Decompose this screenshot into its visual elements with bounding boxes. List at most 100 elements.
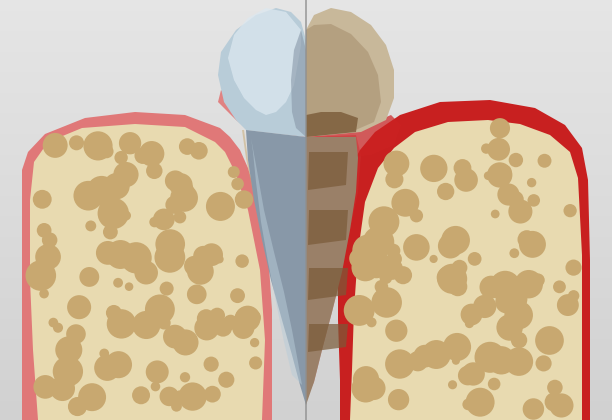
Circle shape xyxy=(414,345,436,368)
Circle shape xyxy=(121,211,131,220)
Circle shape xyxy=(496,314,523,341)
Polygon shape xyxy=(291,30,306,137)
Circle shape xyxy=(149,217,160,227)
Circle shape xyxy=(553,281,566,293)
Circle shape xyxy=(215,255,223,263)
Circle shape xyxy=(187,258,214,285)
Circle shape xyxy=(362,376,386,400)
Circle shape xyxy=(94,354,121,381)
Circle shape xyxy=(119,132,141,155)
Polygon shape xyxy=(306,135,361,400)
Circle shape xyxy=(96,241,120,265)
Circle shape xyxy=(48,318,58,328)
Circle shape xyxy=(441,226,470,255)
Circle shape xyxy=(458,366,477,386)
Polygon shape xyxy=(30,124,265,420)
Circle shape xyxy=(175,181,194,200)
Circle shape xyxy=(484,171,493,180)
Circle shape xyxy=(448,277,468,296)
Circle shape xyxy=(487,162,512,188)
Circle shape xyxy=(517,276,535,294)
Circle shape xyxy=(360,237,370,247)
Circle shape xyxy=(53,356,83,386)
Circle shape xyxy=(50,376,75,401)
Circle shape xyxy=(160,281,174,296)
Circle shape xyxy=(53,323,63,333)
Circle shape xyxy=(235,190,253,209)
Circle shape xyxy=(179,138,196,155)
Circle shape xyxy=(537,154,551,168)
Circle shape xyxy=(388,389,409,410)
Circle shape xyxy=(557,294,579,316)
Circle shape xyxy=(437,266,459,289)
Circle shape xyxy=(151,382,160,391)
Polygon shape xyxy=(308,268,348,300)
Circle shape xyxy=(155,229,185,259)
Circle shape xyxy=(174,211,186,223)
Circle shape xyxy=(228,166,240,178)
Circle shape xyxy=(193,246,214,266)
Circle shape xyxy=(78,383,106,411)
Circle shape xyxy=(518,230,536,249)
Circle shape xyxy=(249,357,262,370)
Circle shape xyxy=(368,206,400,237)
Circle shape xyxy=(180,372,190,382)
Polygon shape xyxy=(306,8,394,137)
Circle shape xyxy=(194,390,203,399)
Circle shape xyxy=(408,351,428,371)
Circle shape xyxy=(491,210,499,218)
Polygon shape xyxy=(242,130,306,400)
Circle shape xyxy=(488,378,501,390)
Circle shape xyxy=(550,394,573,417)
Circle shape xyxy=(487,346,515,375)
Circle shape xyxy=(379,271,392,284)
Circle shape xyxy=(473,295,496,318)
Circle shape xyxy=(35,244,61,270)
Circle shape xyxy=(37,223,51,238)
Circle shape xyxy=(565,260,581,276)
Circle shape xyxy=(204,357,218,372)
Circle shape xyxy=(387,244,400,257)
Circle shape xyxy=(200,243,223,266)
Circle shape xyxy=(437,183,454,200)
Circle shape xyxy=(504,301,533,329)
Circle shape xyxy=(135,147,151,164)
Polygon shape xyxy=(246,130,306,405)
Circle shape xyxy=(173,390,187,404)
Circle shape xyxy=(154,242,185,273)
Circle shape xyxy=(114,151,128,164)
Circle shape xyxy=(515,270,543,298)
Circle shape xyxy=(106,309,136,339)
Circle shape xyxy=(153,209,174,230)
Polygon shape xyxy=(22,112,272,420)
Circle shape xyxy=(69,135,84,150)
Circle shape xyxy=(132,311,160,339)
Circle shape xyxy=(384,151,409,176)
Circle shape xyxy=(403,234,430,261)
Circle shape xyxy=(232,317,255,339)
Circle shape xyxy=(547,380,562,395)
Circle shape xyxy=(351,254,379,281)
Circle shape xyxy=(26,260,56,291)
Circle shape xyxy=(536,355,551,371)
Circle shape xyxy=(430,255,438,263)
Circle shape xyxy=(375,280,388,294)
Circle shape xyxy=(33,190,51,209)
Circle shape xyxy=(461,304,482,326)
Circle shape xyxy=(509,248,519,258)
Circle shape xyxy=(106,240,135,269)
Circle shape xyxy=(353,234,384,266)
Circle shape xyxy=(501,186,519,204)
Polygon shape xyxy=(306,24,381,137)
Circle shape xyxy=(230,288,245,303)
Circle shape xyxy=(410,209,423,222)
Circle shape xyxy=(146,360,169,383)
Circle shape xyxy=(564,204,577,217)
Circle shape xyxy=(498,184,520,205)
Circle shape xyxy=(422,340,451,369)
Circle shape xyxy=(235,306,261,331)
Circle shape xyxy=(453,159,471,177)
Circle shape xyxy=(452,260,468,276)
Circle shape xyxy=(466,388,494,417)
Circle shape xyxy=(113,278,123,288)
